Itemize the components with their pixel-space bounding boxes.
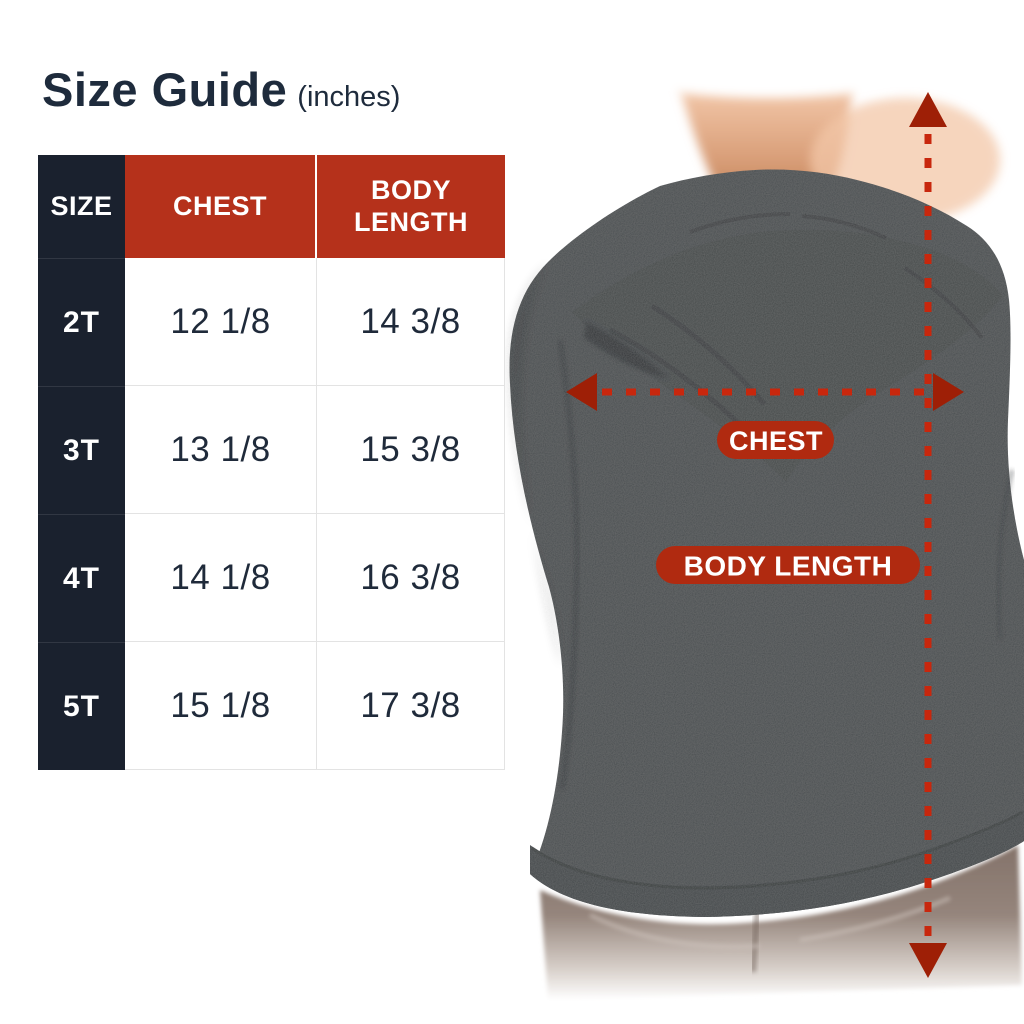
hoodie — [509, 169, 1024, 917]
left-arm-crease — [557, 339, 581, 791]
size-cell-5t: 5T — [38, 642, 125, 770]
chest-label-pill — [717, 421, 834, 459]
body-length-cell-3t: 15 3/8 — [317, 386, 505, 514]
shoulder-seam — [689, 212, 984, 340]
chest-cell-2t: 12 1/8 — [125, 258, 317, 386]
body-length-measurement: BODY LENGTH — [656, 92, 947, 978]
body-length-arrowhead-bottom — [909, 943, 947, 978]
chest-cell-4t: 14 1/8 — [125, 514, 317, 642]
page-title: Size Guide (inches) — [42, 62, 400, 117]
hem-band — [530, 810, 1024, 917]
pants-wrinkle — [589, 896, 951, 949]
hood — [572, 229, 1003, 482]
body-length-arrowhead-top — [909, 92, 947, 127]
size-guide-table: SIZE CHEST BODY LENGTH 2T 12 1/8 14 3/8 … — [38, 155, 505, 770]
title-unit-text: (inches) — [297, 81, 401, 113]
chest-measurement: CHEST — [566, 373, 964, 459]
head-overexposed-glow — [553, 0, 983, 98]
size-cell-3t: 3T — [38, 386, 125, 514]
chest-cell-5t: 15 1/8 — [125, 642, 317, 770]
size-cell-2t: 2T — [38, 258, 125, 386]
chest-cell-3t: 13 1/8 — [125, 386, 317, 514]
column-header-size: SIZE — [38, 155, 125, 258]
hem-seam — [531, 810, 1023, 890]
pants — [540, 845, 1022, 1000]
size-cell-4t: 4T — [38, 514, 125, 642]
body-length-cell-2t: 14 3/8 — [317, 258, 505, 386]
chest-arrowhead-left — [566, 373, 597, 411]
body-length-cell-4t: 16 3/8 — [317, 514, 505, 642]
title-text: Size Guide — [42, 63, 288, 116]
left-side-shadow — [509, 262, 561, 668]
body-length-label-text: BODY LENGTH — [684, 551, 893, 582]
column-header-chest: CHEST — [125, 155, 317, 258]
child-figure: CHEST BODY LENGTH — [509, 0, 1024, 1000]
chest-label-text: CHEST — [729, 426, 823, 456]
chest-arrowhead-right — [933, 373, 964, 411]
body-length-label-pill — [656, 546, 920, 584]
body-length-cell-5t: 17 3/8 — [317, 642, 505, 770]
hood-opening-shadow — [584, 322, 668, 378]
right-arm-crease — [996, 469, 1015, 641]
column-header-body-length: BODY LENGTH — [317, 155, 505, 258]
